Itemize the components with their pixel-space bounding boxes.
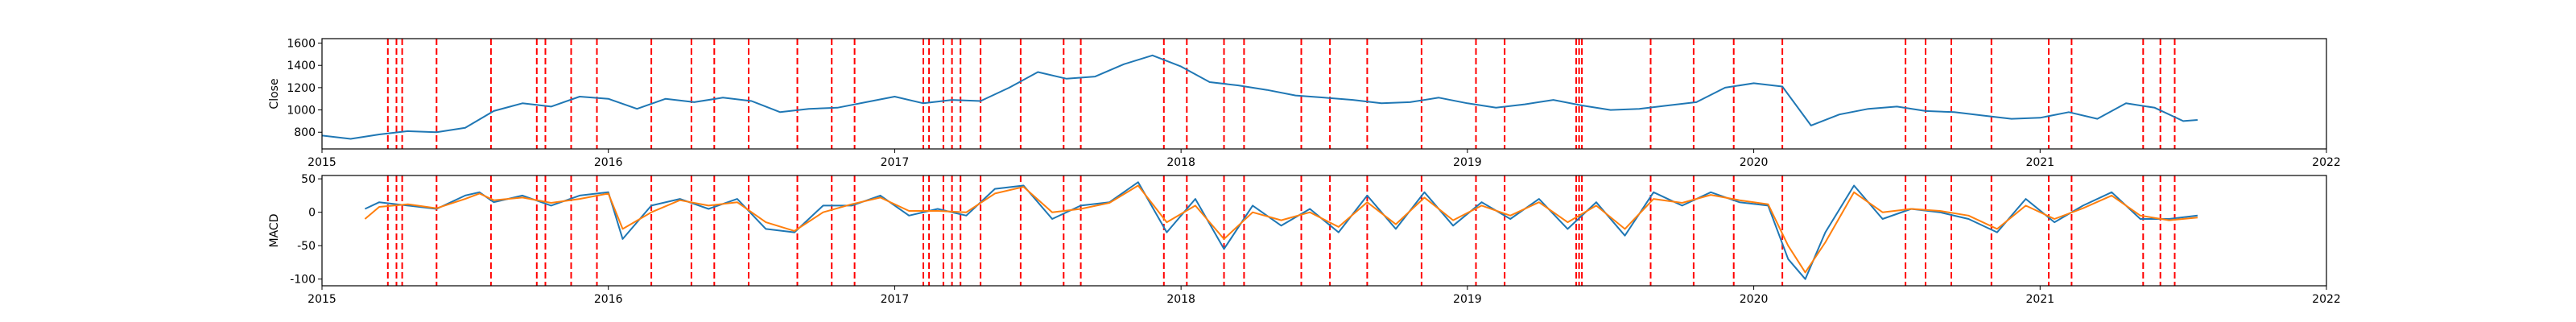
close-event-markers bbox=[386, 39, 2176, 149]
macd-y-tick-label-2: 0 bbox=[308, 207, 316, 220]
macd-series-line-1 bbox=[364, 184, 2198, 274]
close-y-tick-label-4: 1600 bbox=[287, 38, 316, 51]
close-x-tick-label-6: 2021 bbox=[2025, 156, 2054, 169]
close-x-tick-label-7: 2022 bbox=[2312, 156, 2341, 169]
macd-x-tick-label-6: 2021 bbox=[2025, 293, 2054, 306]
close-x-tick-label-5: 2020 bbox=[1740, 156, 1769, 169]
macd-x-tick-label-7: 2022 bbox=[2312, 293, 2341, 306]
close-x-tick-label-4: 2019 bbox=[1453, 156, 1482, 169]
macd-x-tick-label-5: 2020 bbox=[1740, 293, 1769, 306]
close-y-tick-label-3: 1400 bbox=[287, 60, 316, 72]
macd-x-tick-label-3: 2018 bbox=[1166, 293, 1195, 306]
macd-y-tick-label-3: 50 bbox=[301, 173, 316, 186]
close-y-tick-label-2: 1200 bbox=[287, 82, 316, 95]
macd-x-tick-label-1: 2016 bbox=[594, 293, 623, 306]
macd-x-tick-label-4: 2019 bbox=[1453, 293, 1482, 306]
macd-y-tick-label-1: -50 bbox=[297, 240, 316, 253]
close-x-tick-label-3: 2018 bbox=[1166, 156, 1195, 169]
close-y-axis-label: Close bbox=[268, 78, 281, 109]
close-series-line-0 bbox=[322, 54, 2198, 140]
macd-x-tick-label-2: 2017 bbox=[881, 293, 910, 306]
macd-event-markers bbox=[386, 175, 2176, 286]
macd-y-tick-label-0: -100 bbox=[290, 274, 316, 287]
close-x-tick-label-2: 2017 bbox=[881, 156, 910, 169]
close-x-tick-label-1: 2016 bbox=[594, 156, 623, 169]
macd-x-tick-label-0: 2015 bbox=[308, 293, 336, 306]
macd-axes-frame bbox=[321, 175, 2327, 287]
macd-y-axis-label: MACD bbox=[268, 214, 281, 248]
close-axes-frame bbox=[321, 38, 2327, 150]
close-y-tick-label-0: 800 bbox=[294, 126, 316, 139]
macd-panel: 2015 2016 2017 2018 2019 2020 2021 2022 -100 -50 0… bbox=[268, 173, 2341, 306]
close-y-tick-label-1: 1000 bbox=[287, 105, 316, 118]
close-price-panel: 2015 2016 2017 2018 2019 2020 2021 2022 800 1000 1… bbox=[268, 38, 2341, 169]
close-x-tick-label-0: 2015 bbox=[308, 156, 336, 169]
